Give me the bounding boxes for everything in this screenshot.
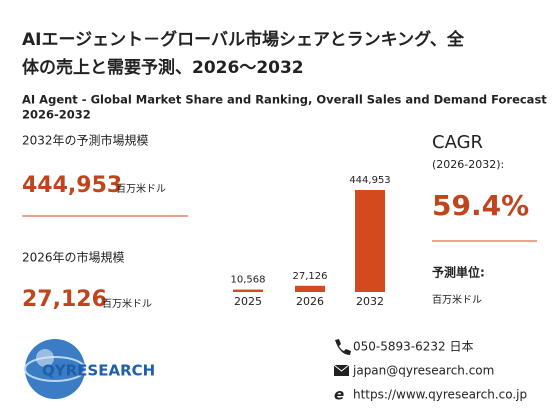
category-label: 2025 [234,295,262,308]
logo-shine [36,349,54,367]
current-label: 2026年の市場規模 [22,250,125,265]
cagr-value: 59.4% [432,189,529,222]
forecast-value: 444,953 [22,173,122,198]
bar [355,190,385,292]
cagr-period: (2026-2032): [432,158,504,171]
title: AIエージェント－グローバル市場シェアとランキング、全 [22,29,465,50]
forecast-label: 2032年の予測市場規模 [22,133,149,148]
mail-icon [333,364,350,376]
unit: 百万米ドル [432,293,482,306]
category-label: 2026 [296,295,324,308]
subtitle: 2026-2032 [22,108,91,122]
current-value: 27,126 [22,287,107,312]
website: https://www.qyresearch.co.jp [353,388,527,402]
value-label: 10,568 [231,275,266,286]
bar-chart: 10,568 2025 27,126 2026 444,953 2032 [231,175,391,308]
title: 体の売上と需要予測、2026～2032 [22,57,304,78]
phone: 050-5893-6232 日本 [353,340,473,354]
web-icon: e [334,386,344,404]
logo-ring [24,356,86,382]
bar [233,289,263,292]
unit: 百万米ドル [116,182,166,195]
value-label: 444,953 [349,175,390,186]
logo-text: QYRESEARCH [42,362,155,380]
value-label: 27,126 [293,271,328,282]
bar [295,285,325,292]
cagr-label: CAGR [432,132,483,153]
phone-icon [335,339,351,355]
logo: QYRESEARCH [24,339,155,399]
subtitle: AI Agent - Global Market Share and Ranki… [22,93,547,107]
unit: 百万米ドル [102,297,152,310]
category-label: 2032 [356,295,384,308]
email: japan@qyresearch.com [352,364,494,378]
unit-label: 予測単位: [432,265,485,280]
